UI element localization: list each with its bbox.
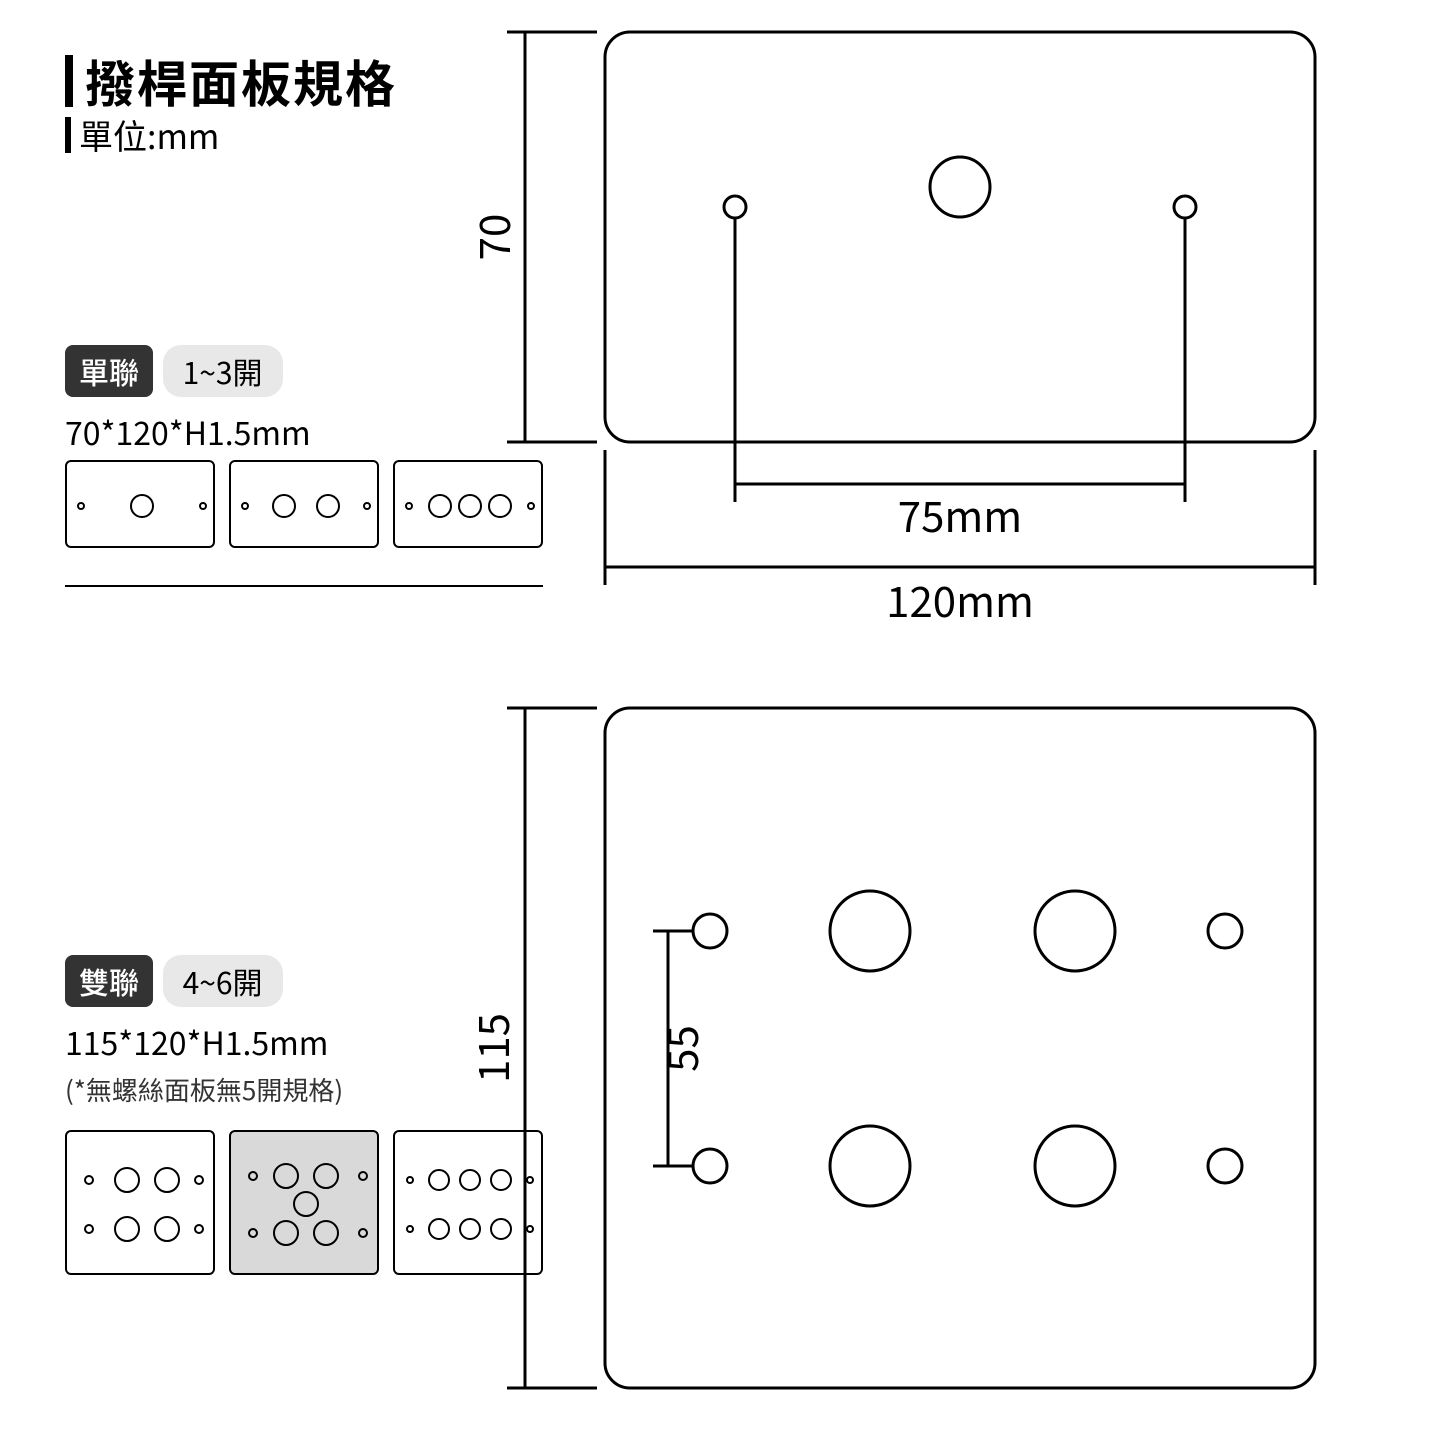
panel-hole [248,1228,258,1238]
double-gang-dimensions: 115*120*H1.5mm [65,1019,343,1065]
panel-hole [77,502,85,510]
panel-hole [194,1224,204,1234]
panel-hole [406,1176,414,1184]
panel-hole [293,1191,319,1217]
double-gang-badge: 雙聯 [65,955,153,1007]
panel-hole [316,494,340,518]
panel-hole [458,494,482,518]
panel-hole [248,1171,258,1181]
double-gang-labels: 雙聯 4~6開 115*120*H1.5mm (*無螺絲面板無5開規格) [65,955,343,1108]
title-accent-bar [65,55,73,107]
panel-hole [459,1218,481,1240]
panel-hole [84,1175,94,1185]
double-gang-switches-badge: 4~6開 [163,955,283,1007]
panel-hole [428,1169,450,1191]
title-block: 撥桿面板規格 [65,45,397,117]
single-gang-badge: 單聯 [65,345,153,397]
section-divider [65,585,543,587]
panel-hole [199,502,207,510]
panel-hole [154,1167,180,1193]
double-gang-diagram: 11555 [485,698,1325,1408]
panel-hole [428,494,452,518]
svg-text:115: 115 [461,1013,522,1083]
panel-hole [272,494,296,518]
panel-hole [114,1216,140,1242]
panel-hole [84,1224,94,1234]
single-gang-mini-row [65,460,543,548]
double-gang-mini-row [65,1130,543,1275]
panel-hole [358,1228,368,1238]
mini-panel [65,460,215,548]
panel-hole [313,1220,339,1246]
panel-hole [114,1167,140,1193]
panel-hole [154,1216,180,1242]
panel-hole [358,1171,368,1181]
single-gang-diagram: 70120mm75mm [485,22,1325,612]
svg-text:70: 70 [462,214,523,261]
mini-panel [229,460,379,548]
panel-hole [428,1218,450,1240]
panel-hole [459,1169,481,1191]
svg-text:75mm: 75mm [898,484,1022,545]
page-title: 撥桿面板規格 [85,45,397,117]
unit-accent-bar [65,117,71,153]
single-gang-dimensions: 70*120*H1.5mm [65,409,311,455]
double-gang-note: (*無螺絲面板無5開規格) [65,1071,343,1108]
single-gang-switches-badge: 1~3開 [163,345,283,397]
svg-text:120mm: 120mm [886,569,1034,630]
panel-hole [406,1225,414,1233]
panel-hole [241,502,249,510]
panel-hole [194,1175,204,1185]
panel-hole [273,1220,299,1246]
mini-panel [229,1130,379,1275]
mini-panel [65,1130,215,1275]
panel-hole [313,1163,339,1189]
panel-hole [273,1163,299,1189]
unit-block: 單位:mm [65,110,219,159]
panel-hole [363,502,371,510]
single-gang-labels: 單聯 1~3開 70*120*H1.5mm [65,345,311,455]
panel-hole [405,502,413,510]
svg-text:55: 55 [650,1025,711,1072]
unit-label: 單位:mm [79,110,219,159]
panel-hole [130,494,154,518]
